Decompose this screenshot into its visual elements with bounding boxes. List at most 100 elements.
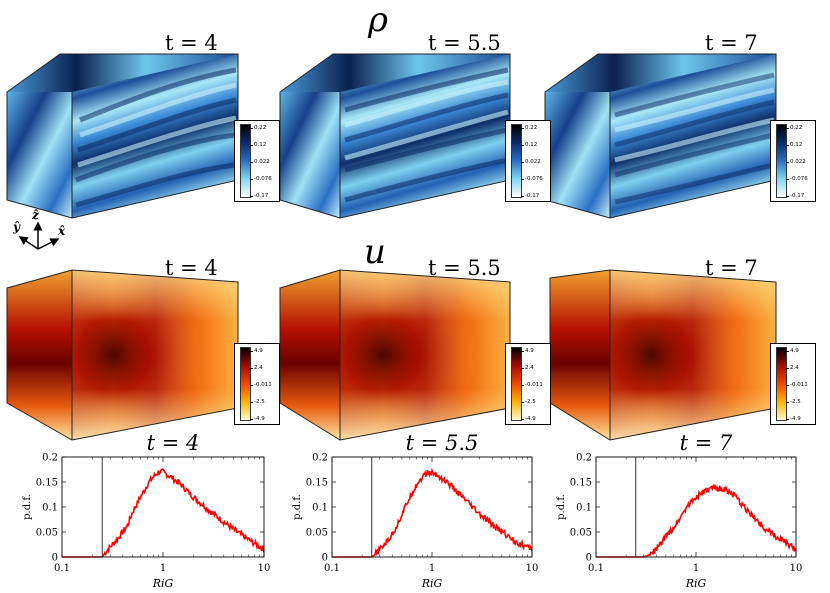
rho-cube-row [6, 53, 777, 219]
colorbar-tick-mark [786, 402, 789, 403]
colorbar-tick-mark [250, 402, 253, 403]
u-time-label-3: t = 7 [705, 256, 758, 280]
u-colorbar-1: 4.9 2.4 -0.011 -2.5 -4.9 [234, 343, 280, 425]
axes-orientation-icon: ẑ x̂ ŷ [12, 208, 66, 250]
u-colorbar-gradient [776, 347, 787, 421]
rho-time-label-3: t = 7 [705, 31, 758, 55]
x-axis-label: x̂ [57, 224, 66, 238]
colorbar-tick-label: -0.011 [254, 382, 272, 388]
y-tick-label: 0.05 [570, 528, 592, 539]
colorbar-tick-label: -0.17 [790, 193, 805, 199]
y-axis-label: p.d.f. [556, 494, 567, 520]
rho-time-label-2: t = 5.5 [428, 31, 501, 55]
x-tick-label: 10 [790, 563, 803, 574]
pdf-series-line [62, 468, 265, 558]
rho-colorbar-gradient [776, 124, 787, 198]
y-tick-label: 0 [586, 553, 592, 564]
x-tick-label: 0.1 [324, 563, 340, 574]
y-axis-label: ŷ [12, 220, 21, 234]
x-tick-label: 0.1 [588, 563, 604, 574]
chart-title: t = 7 [680, 433, 733, 455]
colorbar-tick-label: 0.12 [254, 142, 267, 148]
u-colorbar-2: 4.9 2.4 -0.011 -2.5 -4.9 [505, 343, 551, 425]
x-tick-label: 10 [526, 563, 539, 574]
colorbar-tick-mark [250, 162, 253, 163]
y-axis-label: p.d.f. [22, 494, 33, 520]
x-tick-label: 10 [258, 563, 271, 574]
colorbar-tick-label: -0.076 [525, 176, 543, 182]
pdf-chart-1: t = 4 0 0.05 0.1 0.15 0.2 0.1 1 10 RiG p.d.f. [22, 433, 270, 590]
y-tick-label: 0 [52, 553, 58, 564]
colorbar-tick-mark [250, 385, 253, 386]
colorbar-tick-mark [250, 128, 253, 129]
z-axis-label: ẑ [31, 208, 40, 222]
colorbar-tick-mark [786, 162, 789, 163]
colorbar-tick-label: -0.17 [254, 193, 269, 199]
rho-cube-1 [6, 53, 239, 219]
colorbar-tick-label: 0.12 [790, 142, 803, 148]
x-tick-label: 0.1 [54, 563, 70, 574]
colorbar-tick-label: -0.17 [525, 193, 540, 199]
rho-colorbar-2: 0.22 0.12 0.022 -0.076 -0.17 [505, 120, 551, 202]
colorbar-tick-label: 0.22 [525, 125, 538, 131]
u-colorbar-3: 4.9 2.4 -0.011 -2.5 -4.9 [770, 343, 816, 425]
colorbar-tick-label: 0.022 [254, 159, 270, 165]
colorbar-tick-label: 4.9 [254, 348, 263, 354]
x-tick-label: 1 [160, 563, 166, 574]
colorbar-tick-mark [786, 179, 789, 180]
rho-colorbar-1: 0.22 0.12 0.022 -0.076 -0.17 [234, 120, 280, 202]
colorbar-tick-label: -2.5 [254, 399, 265, 405]
rho-colorbar-gradient [511, 124, 522, 198]
y-tick-label: 0.1 [576, 503, 592, 514]
y-tick-label: 0.15 [570, 478, 592, 489]
colorbar-tick-label: 2.4 [525, 365, 534, 371]
rho-colorbar-gradient [240, 124, 251, 198]
colorbar-tick-label: 0.22 [254, 125, 267, 131]
colorbar-tick-label: 0.22 [790, 125, 803, 131]
colorbar-tick-mark [786, 419, 789, 420]
pdf-series-line [596, 483, 797, 558]
colorbar-tick-label: -4.9 [790, 416, 801, 422]
colorbar-tick-mark [521, 128, 524, 129]
colorbar-tick-mark [521, 196, 524, 197]
plot-frame [61, 456, 265, 558]
colorbar-tick-label: -0.011 [790, 382, 808, 388]
colorbar-tick-label: 2.4 [790, 365, 799, 371]
colorbar-tick-mark [786, 351, 789, 352]
y-tick-label: 0.1 [312, 503, 328, 514]
chart-title: t = 5.5 [406, 433, 479, 455]
y-tick-label: 0 [322, 553, 328, 564]
colorbar-tick-mark [521, 368, 524, 369]
rho-cube-3 [544, 53, 777, 219]
colorbar-tick-mark [521, 162, 524, 163]
colorbar-tick-mark [786, 145, 789, 146]
colorbar-tick-mark [786, 368, 789, 369]
rho-colorbar-3: 0.22 0.12 0.022 -0.076 -0.17 [770, 120, 816, 202]
colorbar-tick-label: -0.076 [790, 176, 808, 182]
colorbar-tick-label: 4.9 [790, 348, 799, 354]
colorbar-tick-mark [250, 196, 253, 197]
rho-row-label: ρ [368, 0, 388, 40]
colorbar-tick-mark [521, 419, 524, 420]
colorbar-tick-mark [250, 419, 253, 420]
plot-frame [331, 456, 533, 558]
colorbar-tick-mark [786, 128, 789, 129]
u-cube-2 [279, 269, 511, 441]
colorbar-tick-mark [250, 368, 253, 369]
u-cube-1 [6, 269, 239, 441]
u-time-label-2: t = 5.5 [428, 256, 501, 280]
colorbar-tick-label: -0.011 [525, 382, 543, 388]
u-row-label: u [364, 232, 386, 272]
colorbar-tick-mark [521, 385, 524, 386]
u-time-label-1: t = 4 [165, 256, 218, 280]
colorbar-tick-label: 0.022 [525, 159, 541, 165]
colorbar-tick-mark [521, 351, 524, 352]
colorbar-tick-mark [786, 196, 789, 197]
y-tick-label: 0.05 [306, 528, 328, 539]
y-tick-label: 0.1 [42, 503, 58, 514]
y-tick-label: 0.15 [36, 478, 58, 489]
colorbar-tick-label: 0.022 [790, 159, 806, 165]
rho-time-label-1: t = 4 [165, 31, 218, 55]
y-tick-label: 0.2 [312, 453, 328, 464]
pdf-chart-3: t = 7 0 0.05 0.1 0.15 0.2 0.1 1 10 RiG p.d.f. [556, 433, 802, 590]
